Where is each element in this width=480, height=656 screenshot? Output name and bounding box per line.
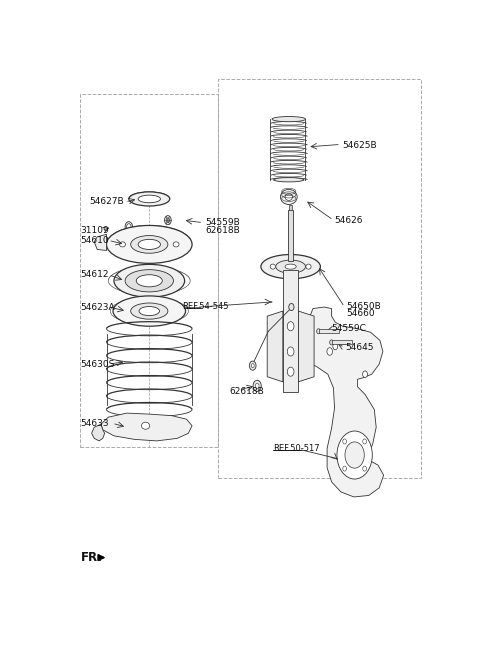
Ellipse shape	[330, 340, 334, 345]
Ellipse shape	[139, 306, 159, 316]
Ellipse shape	[274, 178, 304, 182]
Ellipse shape	[114, 264, 185, 297]
Ellipse shape	[251, 363, 254, 367]
Polygon shape	[267, 311, 283, 382]
Text: 54630S: 54630S	[81, 359, 115, 369]
Ellipse shape	[107, 226, 192, 263]
Ellipse shape	[289, 304, 294, 310]
Polygon shape	[101, 413, 192, 441]
Ellipse shape	[285, 264, 296, 269]
Text: 62618B: 62618B	[205, 226, 240, 235]
Text: 54610: 54610	[81, 236, 109, 245]
Ellipse shape	[261, 255, 321, 279]
Ellipse shape	[276, 260, 305, 273]
Ellipse shape	[125, 222, 132, 232]
Text: 54627B: 54627B	[90, 197, 124, 207]
Ellipse shape	[255, 383, 259, 388]
Bar	[319, 329, 339, 333]
Polygon shape	[299, 311, 314, 382]
Bar	[81, 94, 218, 447]
Polygon shape	[94, 234, 107, 251]
Ellipse shape	[138, 195, 160, 203]
Ellipse shape	[343, 466, 347, 471]
Ellipse shape	[138, 239, 160, 249]
Ellipse shape	[173, 242, 179, 247]
Ellipse shape	[129, 192, 170, 206]
Bar	[288, 210, 293, 260]
Ellipse shape	[333, 343, 338, 350]
Ellipse shape	[317, 329, 321, 334]
Ellipse shape	[125, 270, 173, 292]
Bar	[283, 270, 299, 392]
Text: 54633: 54633	[81, 419, 109, 428]
Ellipse shape	[362, 371, 368, 377]
Ellipse shape	[343, 439, 347, 444]
Ellipse shape	[127, 224, 131, 230]
Ellipse shape	[166, 218, 169, 222]
Text: 54625B: 54625B	[343, 141, 377, 150]
Text: 54559C: 54559C	[332, 324, 366, 333]
Ellipse shape	[288, 321, 294, 331]
Bar	[289, 205, 292, 210]
Text: 62618B: 62618B	[229, 388, 264, 396]
Ellipse shape	[327, 348, 333, 356]
Ellipse shape	[363, 466, 366, 471]
Ellipse shape	[285, 194, 292, 201]
Ellipse shape	[165, 216, 171, 225]
Bar	[218, 79, 421, 478]
Ellipse shape	[253, 380, 261, 392]
Polygon shape	[302, 307, 384, 497]
Text: 54623A: 54623A	[81, 302, 115, 312]
Text: FR.: FR.	[81, 551, 102, 564]
Bar	[332, 340, 352, 344]
Text: 54612: 54612	[81, 270, 109, 279]
Text: REF.54-545: REF.54-545	[182, 302, 228, 310]
Ellipse shape	[120, 242, 125, 247]
Ellipse shape	[306, 264, 311, 269]
Ellipse shape	[136, 275, 162, 287]
Ellipse shape	[363, 439, 366, 444]
Ellipse shape	[280, 190, 297, 205]
Ellipse shape	[272, 117, 305, 122]
Ellipse shape	[288, 347, 294, 356]
Text: 54559B: 54559B	[205, 218, 240, 227]
Ellipse shape	[337, 431, 372, 479]
Text: 54660: 54660	[347, 308, 375, 318]
Text: 54626: 54626	[335, 216, 363, 224]
Polygon shape	[92, 424, 105, 441]
Ellipse shape	[131, 236, 168, 253]
Text: 54645: 54645	[345, 343, 373, 352]
Ellipse shape	[142, 422, 150, 429]
Ellipse shape	[345, 442, 364, 468]
Text: 54650B: 54650B	[347, 302, 381, 310]
Ellipse shape	[113, 296, 186, 326]
Text: 31109: 31109	[81, 226, 109, 235]
Ellipse shape	[288, 367, 294, 377]
Ellipse shape	[249, 361, 256, 370]
Ellipse shape	[270, 264, 276, 269]
Text: REF.50-517: REF.50-517	[273, 445, 319, 453]
Ellipse shape	[131, 303, 168, 319]
